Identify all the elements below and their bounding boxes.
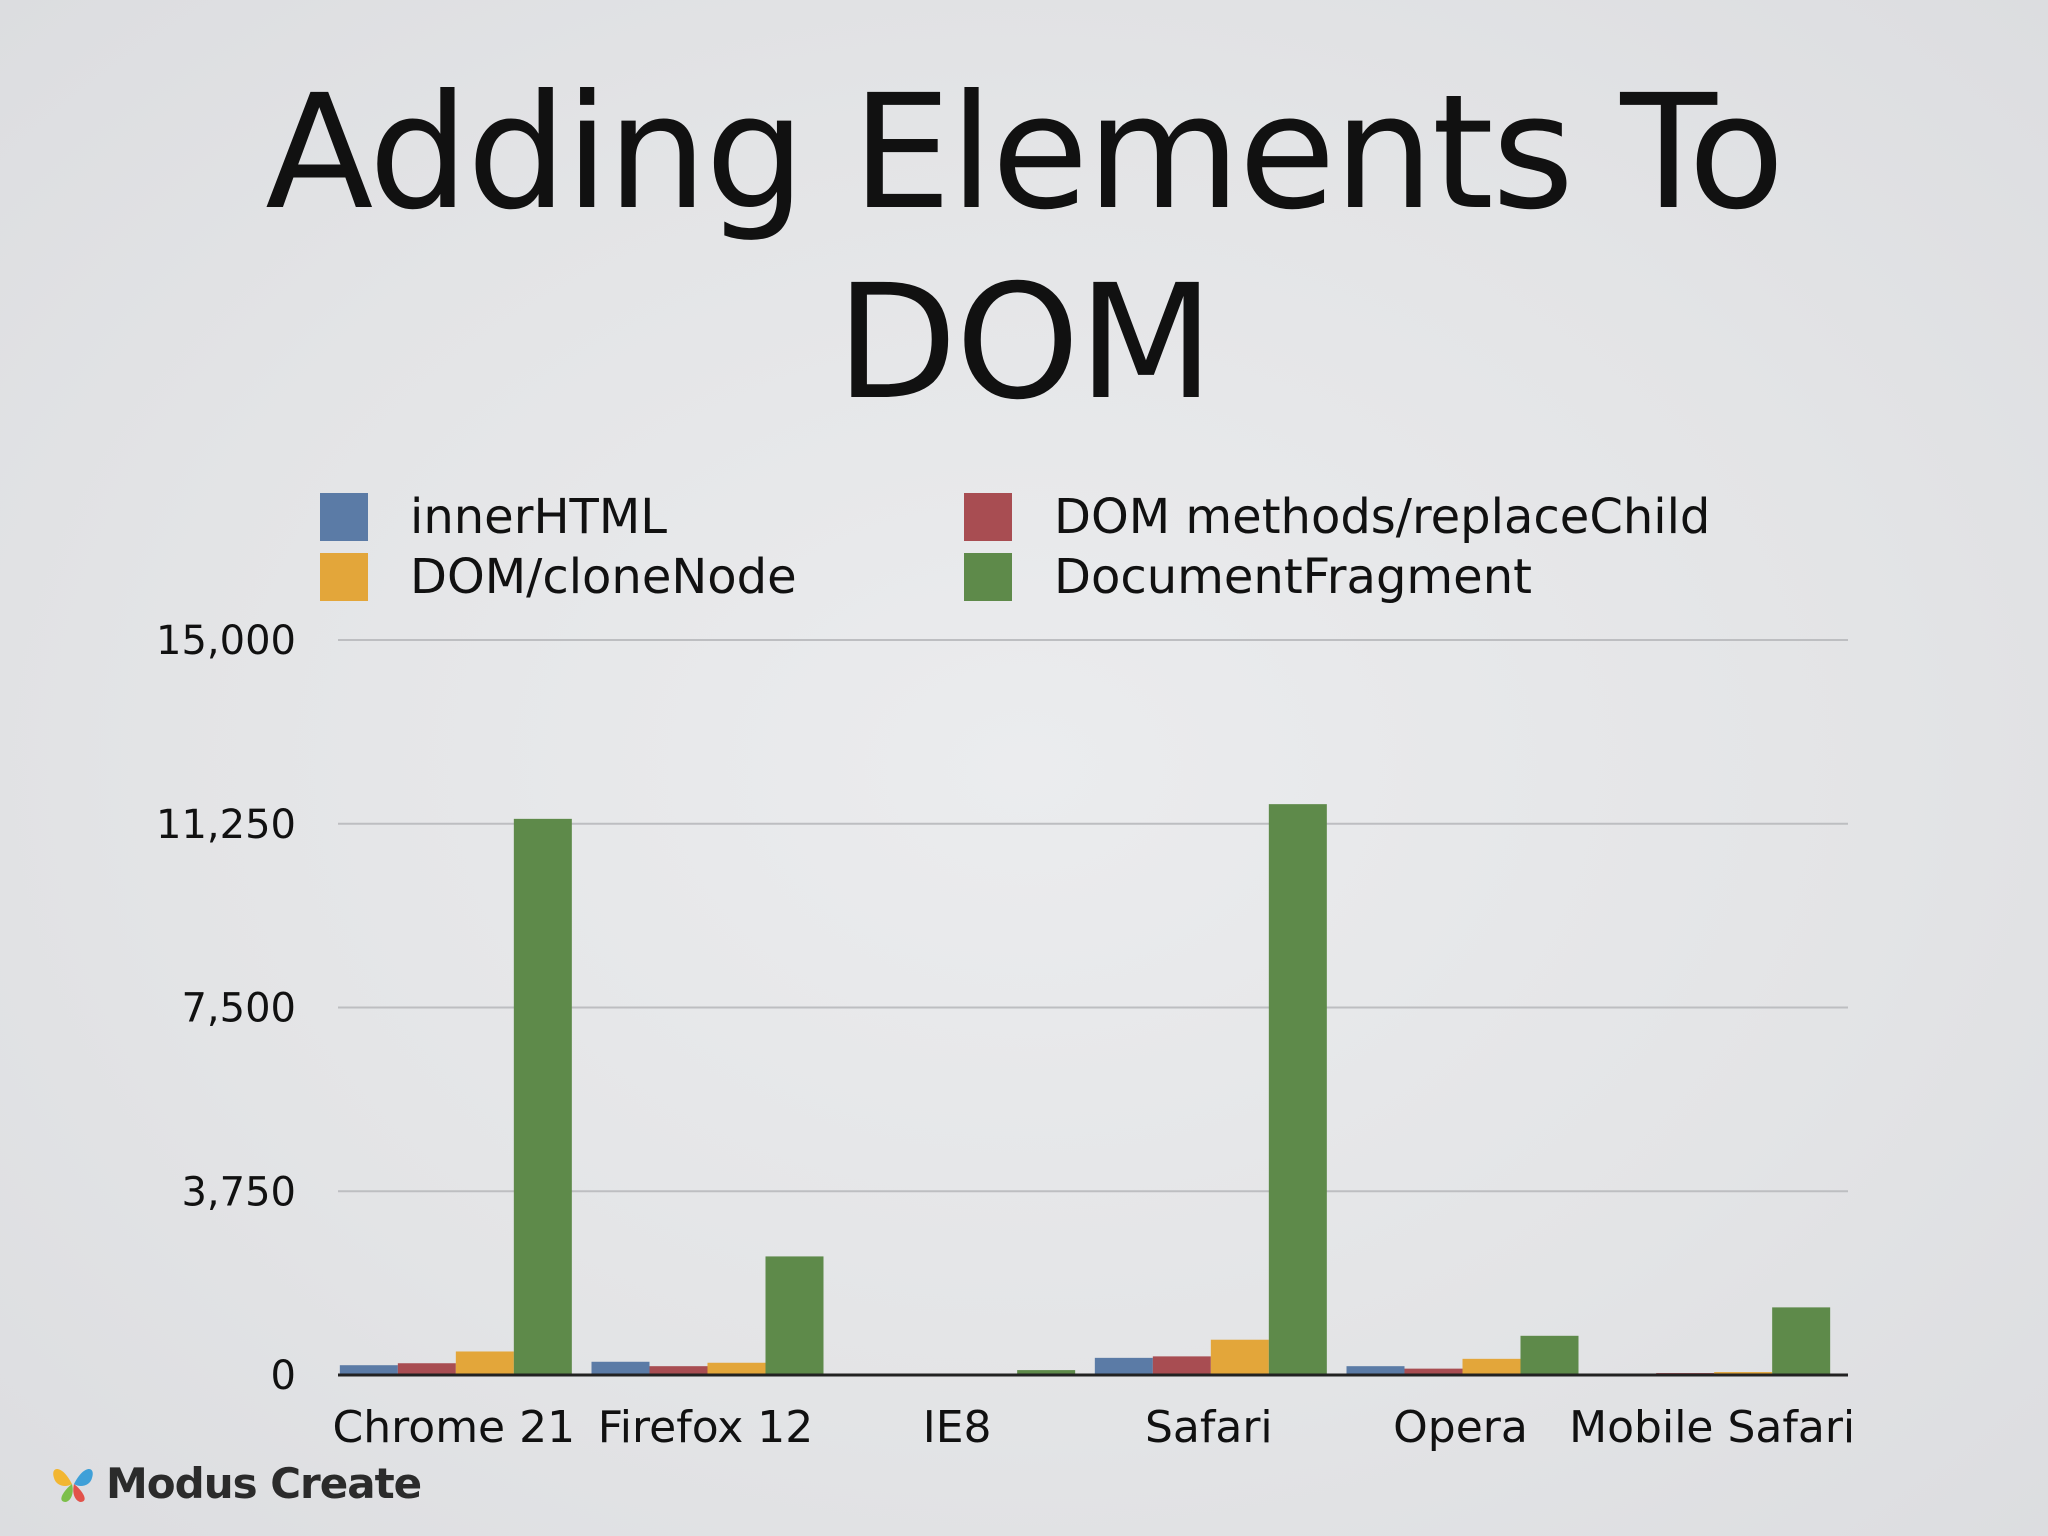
bar bbox=[1346, 1366, 1405, 1375]
legend-label-dom-clonenode: DOM/cloneNode bbox=[410, 549, 797, 605]
slide-title-line-2: DOM bbox=[835, 251, 1214, 435]
bar bbox=[1772, 1307, 1831, 1375]
slide-title-line-1: Adding Elements To bbox=[265, 61, 1784, 245]
legend-item-dom-methods-replacechild: DOM methods/replaceChild bbox=[964, 487, 1710, 547]
bar bbox=[339, 1365, 398, 1375]
x-tick-label: Firefox 12 bbox=[598, 1402, 814, 1453]
bar bbox=[765, 1256, 824, 1375]
y-tick-label: 0 bbox=[271, 1353, 296, 1399]
y-tick-label: 3,750 bbox=[181, 1169, 296, 1215]
legend-swatch-innerhtml bbox=[320, 493, 368, 541]
y-tick-label: 15,000 bbox=[156, 618, 296, 664]
x-tick-label: Chrome 21 bbox=[333, 1402, 576, 1453]
legend-item-documentfragment: DocumentFragment bbox=[964, 547, 1532, 607]
bar bbox=[1017, 1370, 1076, 1375]
modus-create-logo: Modus Create bbox=[48, 1458, 422, 1508]
legend-swatch-dom-clonenode bbox=[320, 553, 368, 601]
bar bbox=[1268, 804, 1327, 1375]
bar bbox=[455, 1351, 514, 1375]
legend-item-dom-clonenode: DOM/cloneNode bbox=[320, 547, 797, 607]
bar bbox=[707, 1362, 766, 1375]
bar bbox=[591, 1361, 650, 1375]
legend-item-innerhtml: innerHTML bbox=[320, 487, 667, 547]
bar bbox=[397, 1363, 456, 1375]
bar bbox=[1152, 1356, 1211, 1375]
x-tick-label: Safari bbox=[1145, 1402, 1273, 1453]
bar bbox=[1520, 1335, 1579, 1375]
bar bbox=[1094, 1357, 1153, 1375]
legend-label-documentfragment: DocumentFragment bbox=[1054, 549, 1532, 605]
logo-text: Modus Create bbox=[106, 1458, 422, 1508]
bar bbox=[1210, 1339, 1269, 1375]
x-tick-label: Mobile Safari bbox=[1569, 1402, 1855, 1453]
bar bbox=[649, 1366, 708, 1375]
legend-label-dom-methods-replacechild: DOM methods/replaceChild bbox=[1054, 489, 1711, 545]
bar bbox=[1462, 1358, 1521, 1375]
y-tick-label: 7,500 bbox=[181, 986, 296, 1032]
legend-swatch-documentfragment bbox=[964, 553, 1012, 601]
y-tick-label: 11,250 bbox=[156, 802, 296, 848]
legend-label-innerhtml: innerHTML bbox=[410, 489, 668, 545]
bar bbox=[1404, 1368, 1463, 1375]
butterfly-logo-icon bbox=[53, 1468, 93, 1502]
x-tick-label: IE8 bbox=[923, 1402, 992, 1453]
bar bbox=[513, 818, 572, 1375]
legend-swatch-dom-methods-replacechild bbox=[964, 493, 1012, 541]
x-tick-label: Opera bbox=[1393, 1402, 1528, 1453]
